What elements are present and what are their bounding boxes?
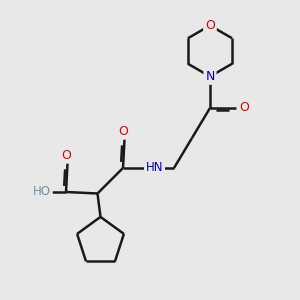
Text: HN: HN <box>146 161 163 175</box>
Text: HO: HO <box>33 185 51 199</box>
Text: N: N <box>205 70 215 83</box>
Text: O: O <box>240 101 249 115</box>
Text: O: O <box>61 148 71 162</box>
Text: O: O <box>205 19 215 32</box>
Text: O: O <box>118 124 128 138</box>
